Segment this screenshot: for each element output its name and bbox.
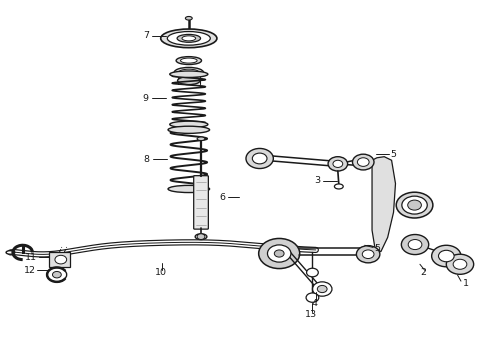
Text: 12: 12 bbox=[24, 266, 36, 275]
Circle shape bbox=[55, 255, 67, 264]
Text: 7: 7 bbox=[143, 31, 149, 40]
Ellipse shape bbox=[402, 196, 427, 214]
Circle shape bbox=[362, 250, 374, 258]
Ellipse shape bbox=[334, 184, 343, 189]
Polygon shape bbox=[372, 157, 395, 252]
Ellipse shape bbox=[180, 58, 197, 63]
Ellipse shape bbox=[161, 29, 217, 48]
Ellipse shape bbox=[408, 200, 421, 210]
Ellipse shape bbox=[195, 234, 207, 239]
Text: 5: 5 bbox=[374, 244, 380, 253]
Circle shape bbox=[446, 254, 474, 274]
Circle shape bbox=[356, 246, 380, 263]
Text: 9: 9 bbox=[143, 94, 149, 103]
Circle shape bbox=[401, 234, 429, 255]
Ellipse shape bbox=[185, 17, 192, 20]
Circle shape bbox=[408, 239, 422, 249]
Circle shape bbox=[328, 157, 347, 171]
FancyBboxPatch shape bbox=[194, 176, 208, 229]
FancyBboxPatch shape bbox=[49, 252, 70, 267]
Ellipse shape bbox=[176, 57, 201, 64]
Text: 3: 3 bbox=[315, 176, 321, 185]
Circle shape bbox=[47, 267, 67, 282]
Circle shape bbox=[313, 282, 332, 296]
Ellipse shape bbox=[178, 69, 199, 76]
Circle shape bbox=[318, 285, 327, 293]
Circle shape bbox=[197, 234, 205, 239]
Ellipse shape bbox=[167, 32, 210, 45]
Ellipse shape bbox=[168, 185, 210, 193]
Circle shape bbox=[439, 250, 454, 262]
Circle shape bbox=[432, 245, 461, 267]
Circle shape bbox=[268, 245, 291, 262]
Circle shape bbox=[333, 160, 343, 167]
Text: 5: 5 bbox=[391, 150, 396, 159]
Circle shape bbox=[306, 293, 319, 302]
Text: 10: 10 bbox=[155, 269, 167, 278]
Text: 6: 6 bbox=[220, 193, 225, 202]
Ellipse shape bbox=[170, 121, 208, 128]
Text: 2: 2 bbox=[420, 268, 426, 277]
Text: 13: 13 bbox=[305, 310, 317, 319]
Ellipse shape bbox=[168, 126, 210, 134]
Text: 4: 4 bbox=[311, 299, 318, 308]
Circle shape bbox=[357, 158, 369, 166]
Circle shape bbox=[307, 268, 318, 277]
Circle shape bbox=[252, 153, 267, 164]
Circle shape bbox=[453, 259, 467, 269]
Circle shape bbox=[352, 154, 374, 170]
Ellipse shape bbox=[170, 71, 208, 77]
Ellipse shape bbox=[174, 67, 203, 77]
Text: 11: 11 bbox=[25, 253, 37, 262]
Ellipse shape bbox=[182, 36, 196, 41]
Ellipse shape bbox=[177, 35, 200, 42]
Ellipse shape bbox=[177, 77, 200, 85]
Circle shape bbox=[274, 250, 284, 257]
Text: 1: 1 bbox=[463, 279, 468, 288]
Circle shape bbox=[246, 148, 273, 168]
Circle shape bbox=[259, 238, 300, 269]
Ellipse shape bbox=[197, 137, 205, 140]
Text: 8: 8 bbox=[144, 155, 150, 164]
Ellipse shape bbox=[396, 192, 433, 218]
Ellipse shape bbox=[6, 251, 15, 254]
Circle shape bbox=[52, 271, 61, 278]
